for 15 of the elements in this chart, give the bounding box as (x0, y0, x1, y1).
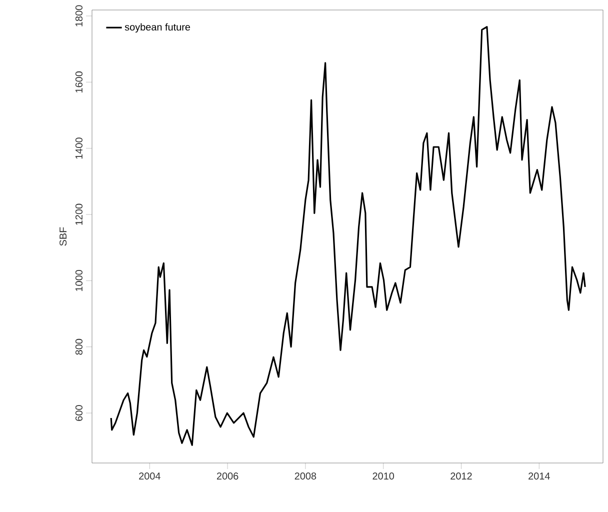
x-tick-label: 2010 (372, 472, 394, 480)
y-axis-title: SBF (60, 227, 67, 246)
x-tick-label: 2014 (528, 472, 550, 480)
x-tick-label: 2004 (139, 472, 160, 480)
y-tick-label: 1000 (75, 270, 82, 291)
y-tick-label: 1800 (75, 5, 82, 26)
x-tick-label: 2006 (216, 472, 238, 480)
x-tick-label: 2012 (450, 472, 472, 480)
y-tick-label: 800 (75, 338, 82, 355)
x-tick-label: 2008 (294, 472, 316, 480)
y-tick-label: 1600 (75, 71, 82, 92)
y-tick-label: 1200 (75, 204, 82, 225)
y-tick-label: 1400 (75, 138, 82, 159)
y-tick-label: 600 (75, 405, 82, 421)
legend-label: soybean future (124, 23, 190, 33)
